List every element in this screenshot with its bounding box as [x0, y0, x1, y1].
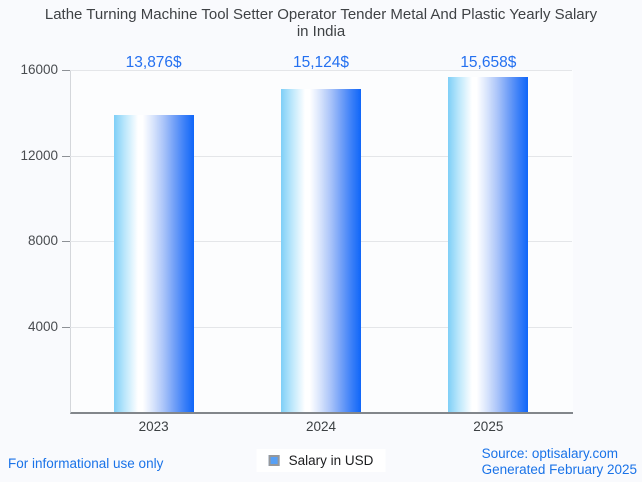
y-axis-tick — [62, 241, 70, 242]
y-axis-tick — [62, 326, 70, 328]
source-attribution: Source: optisalary.com Generated Februar… — [482, 446, 637, 478]
legend-marker-icon — [268, 455, 280, 466]
y-axis-label: 16000 — [20, 62, 58, 77]
chart-title-line1: Lathe Turning Machine Tool Setter Operat… — [44, 6, 598, 23]
bar-2024[interactable] — [281, 89, 361, 412]
legend: Salary in USD — [256, 449, 386, 472]
disclaimer-text: For informational use only — [8, 456, 164, 471]
bar-2025[interactable] — [448, 77, 529, 412]
source-line: Source: optisalary.com — [481, 446, 618, 461]
y-axis-label: 4000 — [27, 318, 58, 334]
gridline — [70, 70, 572, 71]
generated-line: Generated February 2025 — [481, 462, 637, 477]
bar-2023[interactable] — [113, 115, 194, 412]
x-axis-label: 2023 — [138, 419, 169, 434]
y-axis-label: 8000 — [27, 233, 58, 248]
x-axis-label: 2024 — [305, 419, 337, 434]
y-axis-tick — [62, 155, 70, 157]
x-axis-label: 2025 — [473, 419, 504, 434]
y-axis-label: 12000 — [20, 147, 58, 163]
bar-value-label: 15,658$ — [460, 54, 517, 71]
bar-value-label: 13,876$ — [125, 54, 182, 71]
y-axis-tick — [62, 70, 70, 71]
chart-title: Lathe Turning Machine Tool Setter Operat… — [11, 6, 631, 40]
chart-title-line2: in India — [296, 23, 346, 40]
legend-label: Salary in USD — [288, 453, 374, 468]
bar-value-label: 15,124$ — [292, 54, 350, 71]
